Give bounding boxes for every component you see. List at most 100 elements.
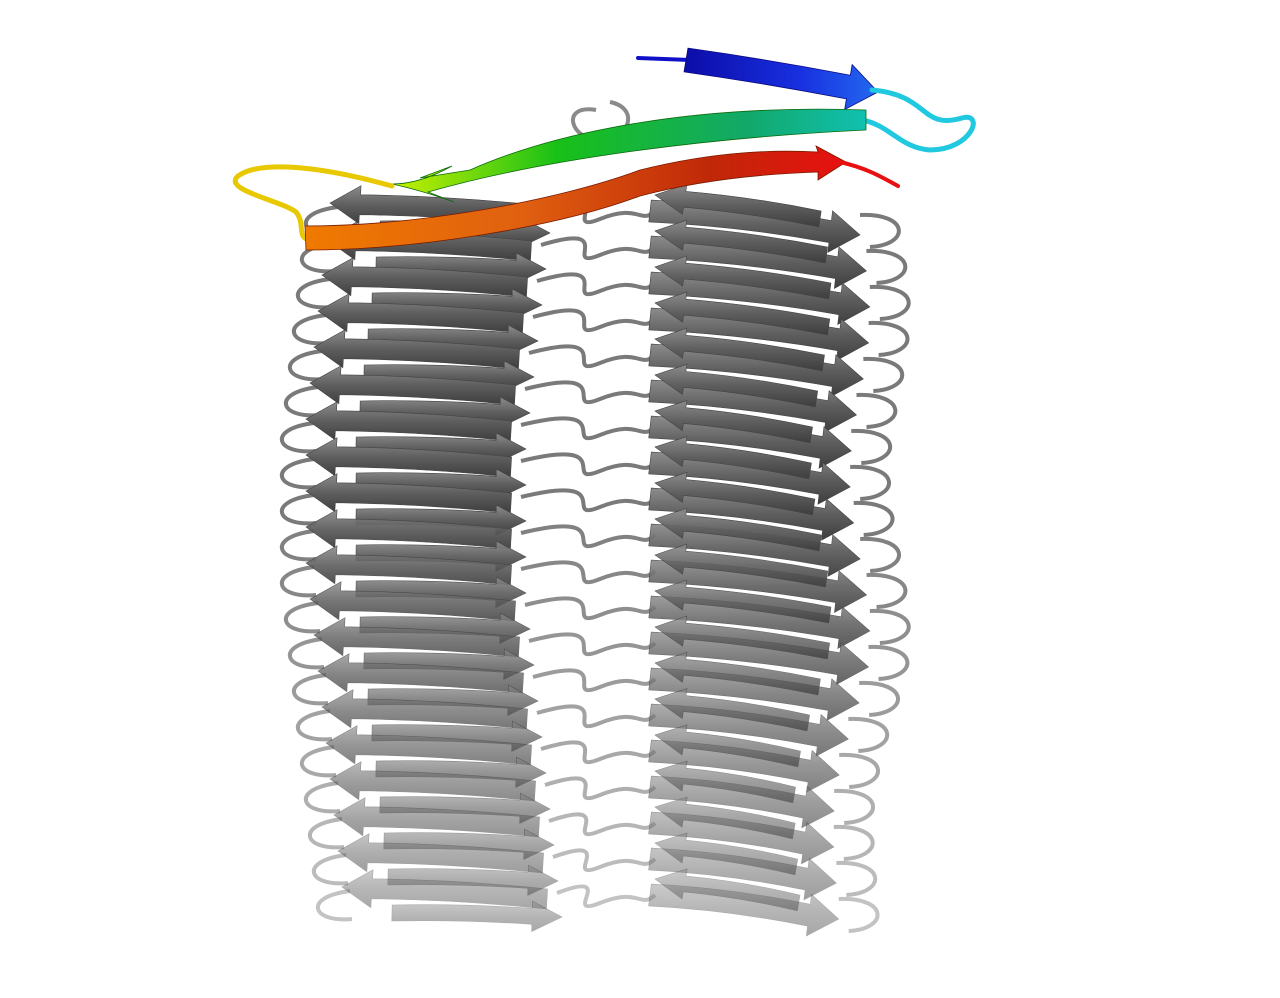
right-turn-loop [836, 860, 878, 897]
left-turn-loop [315, 889, 353, 922]
left-turn-loop [279, 457, 317, 490]
right-beta-strand [654, 724, 801, 768]
central-loop [520, 416, 657, 441]
left-turn-loop [287, 349, 325, 382]
right-beta-strand [654, 868, 801, 912]
right-beta-strand [654, 291, 831, 336]
central-loop [556, 884, 657, 909]
right-beta-strand [654, 796, 796, 840]
blue-beta-strand [683, 47, 879, 111]
left-beta-strand [321, 257, 528, 298]
right-beta-strand [654, 472, 816, 516]
right-beta-strand [654, 255, 832, 300]
yellow-loop [232, 164, 395, 243]
right-turn-loop [850, 464, 891, 501]
right-beta-strand [654, 832, 799, 876]
left-beta-strand [309, 581, 516, 622]
right-turn-loop [856, 392, 898, 429]
left-turn-loop [299, 745, 337, 778]
c-terminal-tail [838, 160, 900, 188]
left-turn-loop [283, 601, 321, 634]
right-turn-loop [834, 788, 875, 825]
central-loop [544, 776, 657, 801]
left-turn-loop [295, 277, 333, 310]
left-beta-strand [321, 689, 528, 730]
right-turn-loop [859, 212, 901, 249]
right-beta-strand [654, 615, 830, 660]
left-turn-loop [303, 781, 341, 814]
left-beta-strand [305, 509, 512, 550]
right-turn-loop [868, 644, 910, 681]
left-beta-strand [313, 329, 520, 370]
central-loop [524, 596, 657, 621]
central-loop [520, 488, 657, 513]
right-turn-loop [866, 572, 908, 609]
central-loop [548, 812, 657, 837]
right-beta-strand [654, 507, 822, 552]
right-beta-strand [654, 579, 832, 624]
left-beta-strand [305, 437, 512, 478]
central-loop [520, 524, 657, 549]
left-turn-loop [279, 565, 317, 598]
central-loop [528, 344, 657, 369]
central-loop [532, 668, 657, 693]
central-loop [520, 560, 657, 585]
orange-red-beta-strand [304, 145, 847, 251]
right-turn-loop [869, 284, 911, 321]
right-turn-loop [838, 896, 880, 933]
right-turn-loop [839, 752, 880, 789]
central-loop [524, 380, 657, 405]
left-turn-loop [279, 421, 317, 454]
right-beta-strand [654, 400, 813, 444]
n-terminal-tail [636, 56, 692, 62]
left-beta-strand [313, 617, 520, 658]
central-loop [520, 452, 657, 477]
central-loop [540, 236, 657, 261]
left-turn-loop [311, 853, 349, 886]
highlighted-chain [232, 47, 976, 251]
right-beta-strand [654, 219, 828, 264]
right-turn-loop [853, 500, 895, 537]
right-turn-loop [863, 356, 905, 393]
right-turn-loop [833, 824, 875, 861]
right-beta-strand [654, 183, 822, 228]
central-loop [528, 632, 657, 657]
left-turn-loop [287, 637, 325, 670]
left-beta-strand [329, 761, 536, 802]
right-turn-loop [868, 320, 910, 357]
right-turn-loop [848, 716, 890, 753]
left-beta-strand [337, 833, 544, 874]
left-beta-strand [309, 365, 516, 406]
cyan-loop [859, 87, 976, 153]
right-beta-strand [654, 760, 796, 804]
left-turn-loop [291, 313, 329, 346]
left-beta-strand [305, 473, 512, 514]
central-loop [552, 848, 657, 873]
left-beta-strand [305, 545, 512, 586]
right-beta-strand [654, 543, 829, 588]
left-turn-loop [279, 493, 317, 526]
central-loop [536, 704, 657, 729]
left-turn-loop [279, 529, 317, 562]
right-beta-strand [654, 363, 819, 408]
central-loop [536, 272, 657, 297]
left-beta-strand [333, 797, 540, 838]
central-loop [532, 308, 657, 333]
right-turn-loop [859, 680, 900, 717]
left-beta-strand [341, 869, 548, 910]
right-beta-strand [654, 651, 821, 696]
left-beta-strand [317, 653, 524, 694]
left-beta-strand [391, 900, 563, 932]
right-beta-strand [654, 327, 825, 372]
left-beta-strand [325, 725, 532, 766]
left-turn-loop [295, 709, 333, 742]
right-beta-strand [654, 436, 812, 480]
left-turn-loop [307, 817, 345, 850]
central-loop [540, 740, 657, 765]
right-beta-strand [654, 688, 810, 732]
right-turn-loop [860, 536, 901, 573]
right-turn-loop [851, 428, 893, 465]
right-turn-loop [866, 248, 908, 285]
left-beta-strand [305, 401, 512, 442]
